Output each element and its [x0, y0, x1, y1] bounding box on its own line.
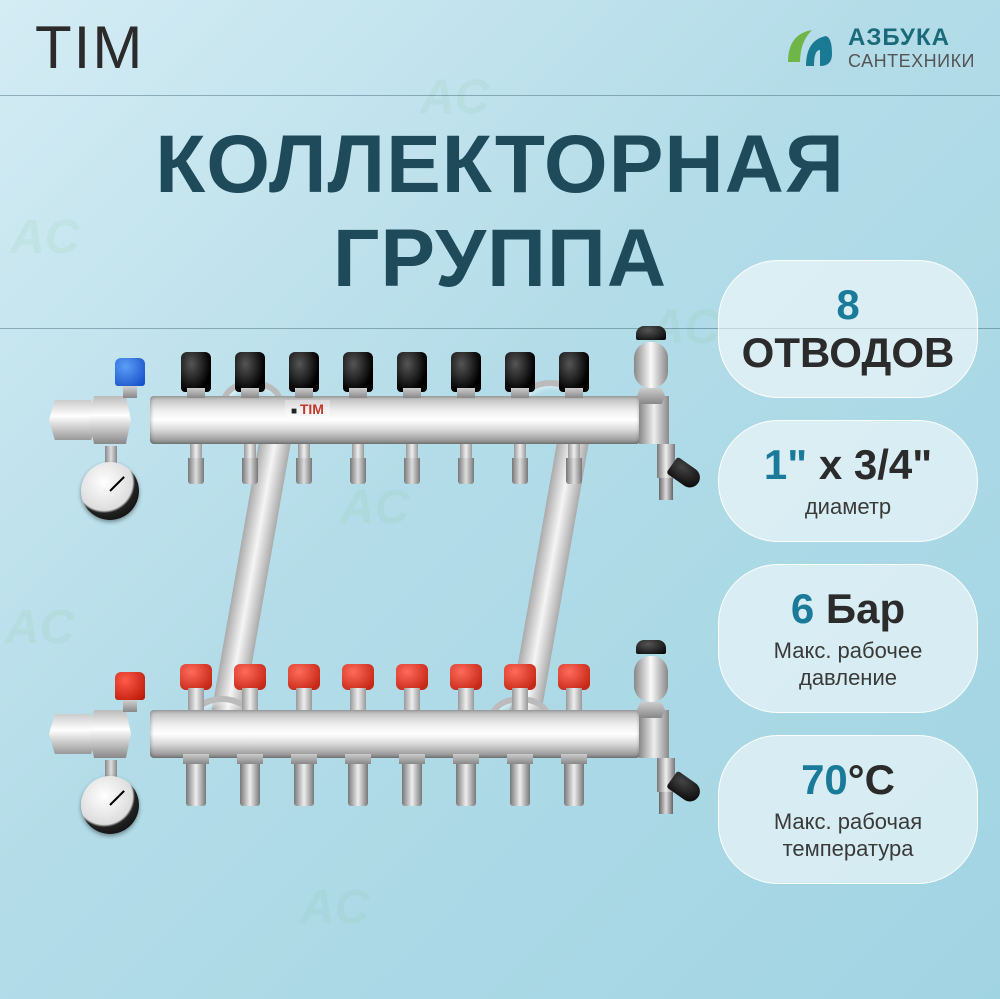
outlet-nipple — [458, 444, 474, 484]
product-image: TIM — [35, 310, 685, 870]
logo-icon — [782, 20, 838, 76]
flowmeter — [180, 664, 212, 710]
outlet-nipple — [186, 758, 206, 806]
regulator-knob — [285, 352, 323, 398]
outlet-nipple — [242, 444, 258, 484]
spec-value: 70 — [801, 756, 848, 803]
spec-diameter: 1" x 3/4" диаметр — [718, 420, 978, 542]
spec-value: 8 — [836, 281, 859, 328]
spec-caption: диаметр — [729, 493, 967, 521]
spec-caption: Макс. рабочеедавление — [729, 637, 967, 692]
flowmeter — [234, 664, 266, 710]
logo-text-2: САНТЕХНИКИ — [848, 52, 975, 70]
spec-unit: Бар — [826, 585, 905, 632]
outlet-nipple — [348, 758, 368, 806]
flowmeter — [396, 664, 428, 710]
regulator-knob — [501, 352, 539, 398]
spec-pressure: 6 Бар Макс. рабочеедавление — [718, 564, 978, 713]
manifold-brand-label: TIM — [285, 400, 330, 418]
spec-unit: °C — [848, 756, 895, 803]
logo-text-1: АЗБУКА — [848, 26, 975, 50]
outlet-nipple — [188, 444, 204, 484]
regulator-knob — [555, 352, 593, 398]
flowmeter — [558, 664, 590, 710]
valve-handle-red — [115, 672, 145, 700]
outlet-nipple — [350, 444, 366, 484]
regulator-knob — [231, 352, 269, 398]
company-logo: АЗБУКА САНТЕХНИКИ — [782, 20, 975, 76]
pressure-gauge — [81, 776, 139, 834]
inlet-valve-supply — [49, 390, 155, 448]
spec-value: 6 — [791, 585, 814, 632]
header: TIM АЗБУКА САНТЕХНИКИ — [0, 0, 1000, 95]
drain-valve — [655, 444, 677, 504]
flowmeter — [288, 664, 320, 710]
drain-valve — [655, 758, 677, 818]
outlet-nipple — [240, 758, 260, 806]
flowmeter — [342, 664, 374, 710]
outlet-nipple — [456, 758, 476, 806]
air-vent — [633, 640, 669, 718]
outlet-nipple — [404, 444, 420, 484]
spec-unit: ОТВОДОВ — [742, 329, 955, 376]
manifold-return — [150, 710, 640, 758]
pressure-gauge — [81, 462, 139, 520]
outlet-nipple — [564, 758, 584, 806]
outlet-nipple — [510, 758, 530, 806]
flowmeter — [450, 664, 482, 710]
outlet-nipple — [566, 444, 582, 484]
inlet-valve-return — [49, 704, 155, 762]
regulator-knob — [393, 352, 431, 398]
watermark: AC — [300, 880, 369, 935]
air-vent — [633, 326, 669, 404]
spec-list: 8 ОТВОДОВ 1" x 3/4" диаметр 6 Бар Макс. … — [718, 260, 978, 884]
outlet-nipple — [294, 758, 314, 806]
spec-caption: Макс. рабочаятемпература — [729, 808, 967, 863]
valve-handle-blue — [115, 358, 145, 386]
spec-value: 1" — [764, 441, 807, 488]
spec-temperature: 70°C Макс. рабочаятемпература — [718, 735, 978, 884]
manifold-supply — [150, 396, 640, 444]
regulator-knob — [447, 352, 485, 398]
outlet-nipple — [512, 444, 528, 484]
spec-outlets: 8 ОТВОДОВ — [718, 260, 978, 398]
spec-unit: x 3/4" — [819, 441, 932, 488]
flowmeter — [504, 664, 536, 710]
outlet-nipple — [402, 758, 422, 806]
regulator-knob — [177, 352, 215, 398]
brand-name: TIM — [35, 13, 144, 82]
outlet-nipple — [296, 444, 312, 484]
regulator-knob — [339, 352, 377, 398]
